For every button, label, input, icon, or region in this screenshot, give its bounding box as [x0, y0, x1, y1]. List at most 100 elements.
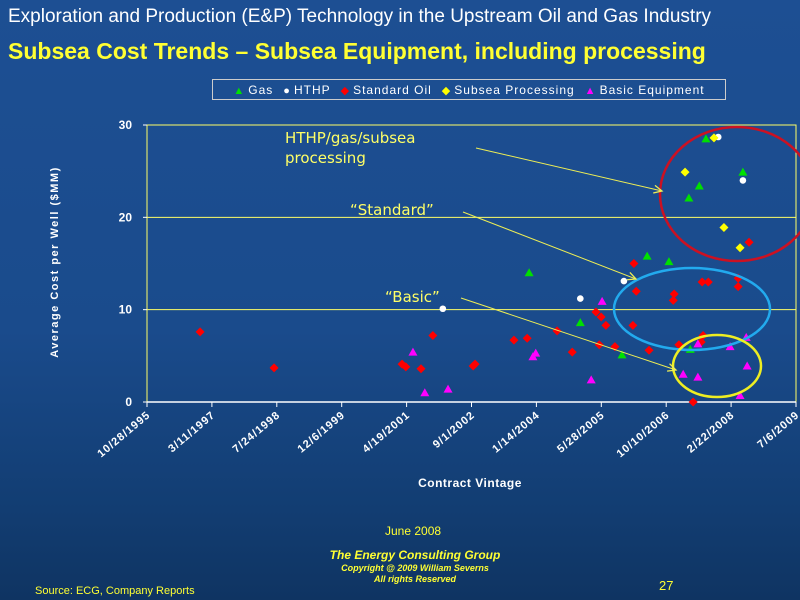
diamond-marker-icon: ◆ [340, 84, 351, 97]
point-subsea-processing [680, 167, 690, 177]
point-standard-oil [416, 364, 426, 374]
point-standard-oil [552, 326, 562, 336]
point-gas [694, 181, 704, 190]
point-basic-equipment [693, 339, 703, 348]
point-basic-equipment [531, 348, 541, 357]
legend-label: HTHP [293, 82, 331, 97]
point-standard-oil [629, 259, 639, 268]
x-tick-label: 10/28/1995 [95, 409, 153, 460]
point-standard-oil [733, 282, 743, 292]
point-standard-oil [631, 286, 641, 296]
arrowhead-icon [653, 184, 664, 194]
y-tick-label: 20 [119, 210, 133, 224]
x-tick-label: 7/24/1998 [231, 409, 283, 455]
point-subsea-processing [735, 243, 745, 253]
point-standard-oil [401, 362, 411, 372]
y-tick-label: 0 [125, 395, 132, 409]
point-gas [684, 193, 694, 202]
point-basic-equipment [420, 388, 430, 397]
point-gas [575, 318, 585, 327]
annotation-ellipse [658, 125, 800, 263]
annotation-label: “Standard” [350, 201, 434, 219]
point-gas [664, 257, 674, 266]
plot-area [146, 124, 797, 403]
footer-date: June 2008 [385, 524, 442, 538]
legend-item: ◆ Subsea Processing [442, 83, 575, 97]
triangle-marker-icon: ▲ [233, 84, 246, 97]
x-tick-label: 7/6/2009 [755, 409, 800, 451]
point-standard-oil [688, 397, 698, 407]
legend-label: Gas [248, 82, 274, 97]
x-tick-label: 4/19/2001 [360, 409, 412, 455]
point-subsea-processing [709, 133, 719, 143]
arrowhead-icon [666, 363, 678, 372]
x-tick-label: 10/10/2006 [615, 409, 673, 460]
legend-label: Subsea Processing [454, 82, 575, 97]
slide-title: Exploration and Production (E&P) Technol… [8, 6, 712, 27]
point-basic-equipment [693, 372, 703, 381]
footer-company: The Energy Consulting Group [329, 548, 501, 562]
annotation-ellipse [612, 266, 772, 352]
arrowhead-icon [626, 271, 638, 281]
point-hthp [739, 177, 747, 184]
legend-item: ● HTHP [283, 83, 330, 97]
chart-legend: ▲ Gas ● HTHP ◆ Standard Oil ◆ Subsea Processing… [212, 79, 726, 100]
slide-subtitle: Subsea Cost Trends – Subsea Equipment, i… [8, 38, 706, 64]
point-standard-oil [591, 307, 601, 317]
footer-source: Source: ECG, Company Reports [35, 585, 195, 597]
legend-label: Basic Equipment [599, 82, 705, 97]
point-standard-oil [697, 277, 707, 287]
point-standard-oil [509, 335, 519, 345]
point-gas [617, 350, 627, 359]
point-basic-equipment [586, 375, 596, 384]
point-standard-oil [703, 277, 713, 287]
annotation-label: processing [285, 149, 366, 167]
point-standard-oil [428, 331, 438, 341]
point-standard-oil [744, 237, 754, 247]
annotation-label: “Basic” [385, 288, 440, 306]
y-axis-label: Average Cost per Well ($MM) [49, 166, 61, 357]
point-gas [524, 268, 534, 277]
point-basic-equipment [678, 369, 688, 378]
point-gas [642, 251, 652, 260]
point-basic-equipment [408, 347, 418, 356]
point-standard-oil [269, 363, 279, 373]
point-hthp [620, 277, 628, 285]
y-tick-label: 10 [119, 303, 133, 317]
point-standard-oil [668, 295, 678, 305]
x-tick-label: 2/22/2008 [685, 409, 737, 455]
diamond-marker-icon: ◆ [441, 84, 452, 97]
legend-item: ▲ Gas [233, 83, 273, 97]
point-hthp [439, 305, 447, 313]
point-standard-oil [628, 320, 638, 330]
annotation-arrow [462, 211, 637, 280]
point-standard-oil [669, 289, 679, 299]
circle-marker-icon: ● [283, 84, 291, 97]
x-axis-label: Contract Vintage [418, 476, 522, 490]
point-standard-oil [470, 359, 480, 369]
annotation-ellipse [671, 333, 763, 399]
point-standard-oil [567, 347, 577, 357]
point-standard-oil [522, 333, 532, 343]
point-hthp [576, 295, 584, 302]
x-tick-label: 3/11/1997 [166, 409, 218, 455]
point-standard-oil [601, 320, 611, 330]
legend-item: ▲ Basic Equipment [585, 83, 705, 97]
point-standard-oil [195, 327, 205, 337]
triangle-marker-icon: ▲ [584, 84, 597, 97]
x-tick-label: 9/1/2002 [431, 409, 478, 451]
point-subsea-processing [719, 222, 729, 232]
x-tick-label: 1/14/2004 [490, 409, 542, 455]
annotation-arrow [460, 297, 677, 371]
legend-item: ◆ Standard Oil [341, 83, 432, 97]
annotation-label: HTHP/gas/subsea [285, 129, 415, 147]
y-tick-label: 30 [119, 118, 133, 132]
point-standard-oil [644, 345, 654, 355]
point-basic-equipment [735, 391, 745, 400]
x-tick-label: 12/6/1999 [296, 409, 348, 455]
annotation-arrow [475, 147, 663, 192]
footer-copyright: Copyright @ 2009 William Severns [341, 563, 489, 573]
point-basic-equipment [742, 361, 752, 370]
x-tick-label: 5/28/2005 [555, 409, 607, 455]
